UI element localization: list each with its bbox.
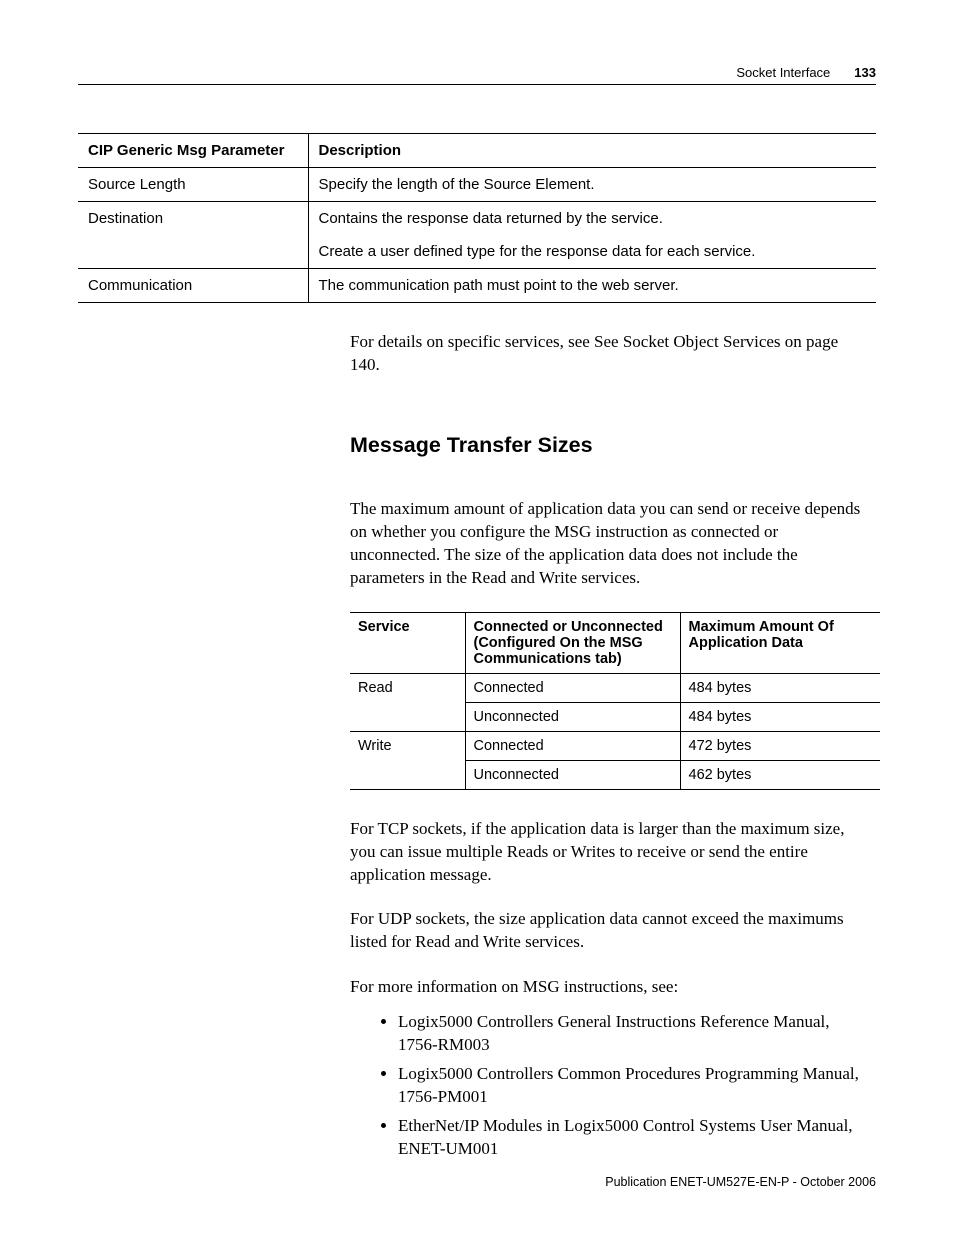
table-cell-desc: Contains the response data returned by t… [308,202,876,269]
table-row: Write Connected 472 bytes [350,731,880,760]
table-cell-service: Read [350,673,465,731]
section-heading: Message Transfer Sizes [350,433,876,458]
table-cell-conn: Unconnected [465,760,680,789]
paragraph-more-info: For more information on MSG instructions… [350,976,868,999]
page-header: Socket Interface 133 [78,65,876,85]
table-cell-param: Communication [78,269,308,303]
publication-footer: Publication ENET-UM527E-EN-P - October 2… [605,1175,876,1189]
table-header-max: Maximum Amount Of Application Data [680,612,880,673]
table-row: Read Connected 484 bytes [350,673,880,702]
table-header-desc: Description [308,134,876,168]
table-cell-desc-line: Create a user defined type for the respo… [319,243,867,260]
header-title: Socket Interface [736,65,830,80]
paragraph-udp: For UDP sockets, the size application da… [350,908,868,954]
table-cell-max: 484 bytes [680,673,880,702]
table-cell-conn: Connected [465,731,680,760]
table-row: Communication The communication path mus… [78,269,876,303]
table-header-conn: Connected or Unconnected (Configured On … [465,612,680,673]
table-header-service: Service [350,612,465,673]
table-cell-max: 462 bytes [680,760,880,789]
table-header-row: Service Connected or Unconnected (Config… [350,612,880,673]
table-cell-service: Write [350,731,465,789]
table-cell-conn: Unconnected [465,702,680,731]
table-cell-max: 484 bytes [680,702,880,731]
reference-list: Logix5000 Controllers General Instructio… [378,1011,868,1161]
list-item: Logix5000 Controllers General Instructio… [398,1011,868,1057]
paragraph-tcp: For TCP sockets, if the application data… [350,818,868,887]
list-item: EtherNet/IP Modules in Logix5000 Control… [398,1115,868,1161]
table-row: Destination Contains the response data r… [78,202,876,269]
table-cell-desc: Specify the length of the Source Element… [308,168,876,202]
message-transfer-table: Service Connected or Unconnected (Config… [350,612,880,790]
table-cell-param: Source Length [78,168,308,202]
table-cell-desc-line: Contains the response data returned by t… [319,210,867,227]
table-cell-desc: The communication path must point to the… [308,269,876,303]
table-cell-max: 472 bytes [680,731,880,760]
paragraph-details: For details on specific services, see Se… [350,331,868,377]
list-item: Logix5000 Controllers Common Procedures … [398,1063,868,1109]
table-header-row: CIP Generic Msg Parameter Description [78,134,876,168]
table-header-param: CIP Generic Msg Parameter [78,134,308,168]
table-row: Source Length Specify the length of the … [78,168,876,202]
table-cell-param: Destination [78,202,308,269]
paragraph-intro: The maximum amount of application data y… [350,498,868,590]
table-cell-conn: Connected [465,673,680,702]
cip-parameter-table: CIP Generic Msg Parameter Description So… [78,133,876,303]
header-page-number: 133 [854,65,876,80]
